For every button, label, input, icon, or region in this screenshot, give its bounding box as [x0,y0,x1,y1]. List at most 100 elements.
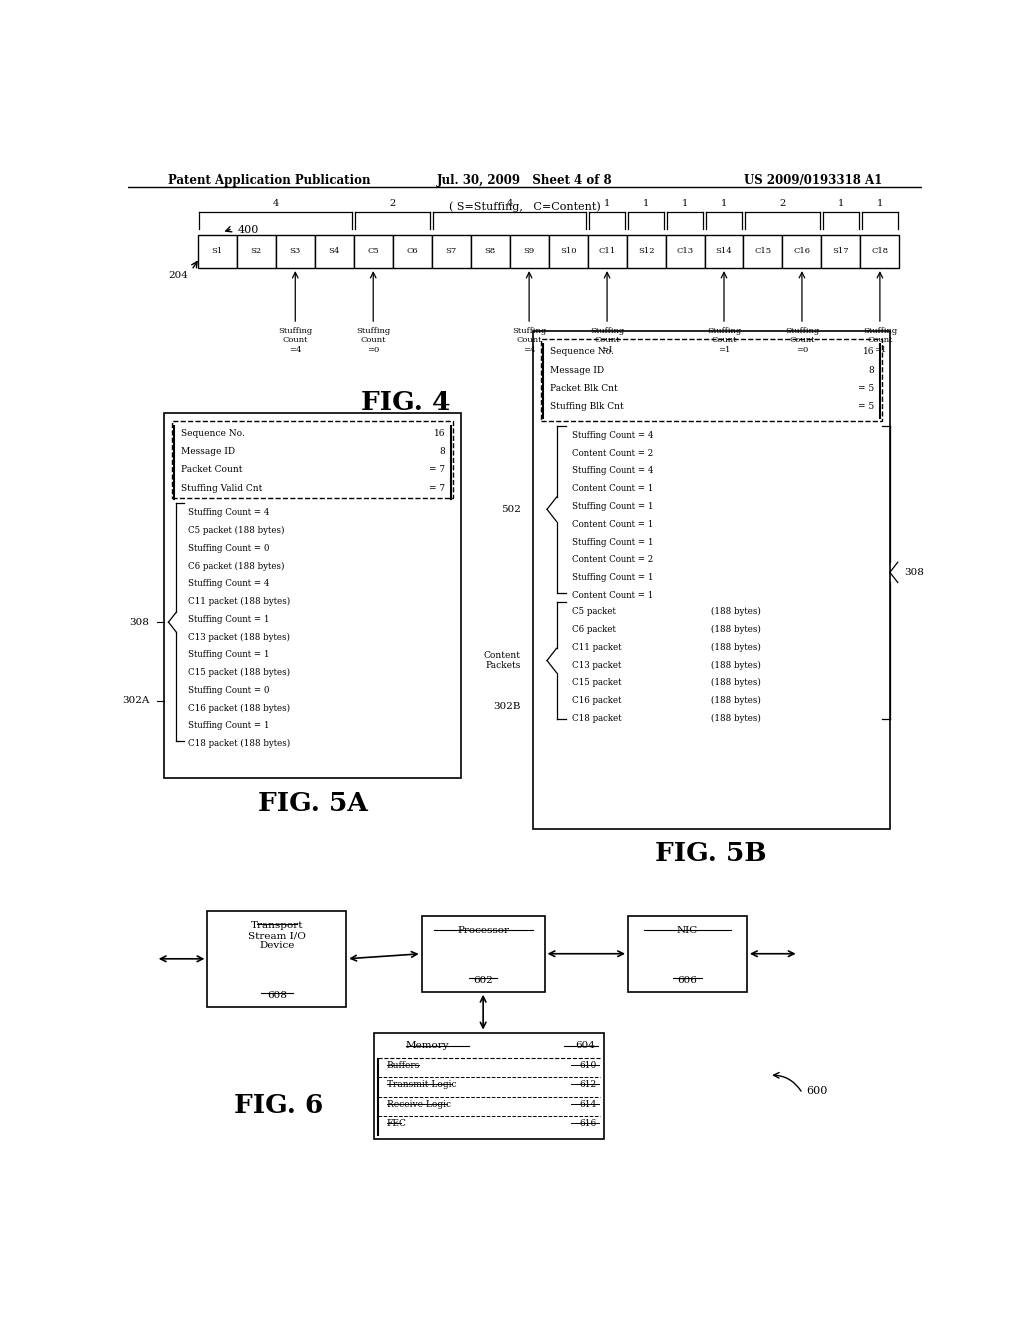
Text: C11 packet (188 bytes): C11 packet (188 bytes) [187,597,290,606]
Text: Stuffing
Count
=4: Stuffing Count =4 [279,327,312,354]
Text: = 5: = 5 [858,384,873,393]
Text: 1: 1 [604,199,610,209]
Text: 2: 2 [779,199,785,209]
Text: Packet Count: Packet Count [181,466,243,474]
Text: (188 bytes): (188 bytes) [712,624,761,634]
Text: Patent Application Publication: Patent Application Publication [168,174,371,186]
Text: S1: S1 [212,247,223,255]
Text: 614: 614 [579,1100,596,1109]
Text: ( S=Stuffing,   C=Content): ( S=Stuffing, C=Content) [449,201,601,211]
Text: (188 bytes): (188 bytes) [712,607,761,616]
Text: 400: 400 [238,226,259,235]
Text: C16: C16 [794,247,810,255]
Text: 16: 16 [862,347,873,356]
Text: Stuffing Count = 1: Stuffing Count = 1 [572,573,654,582]
Text: C18: C18 [871,247,889,255]
Text: 608: 608 [267,991,287,999]
Text: C6: C6 [407,247,418,255]
FancyBboxPatch shape [666,235,705,268]
Text: S7: S7 [445,247,457,255]
Text: C11 packet: C11 packet [572,643,622,652]
Text: S10: S10 [560,247,577,255]
Text: NIC: NIC [677,925,698,935]
Text: (188 bytes): (188 bytes) [712,696,761,705]
Text: C15: C15 [755,247,771,255]
Text: Jul. 30, 2009   Sheet 4 of 8: Jul. 30, 2009 Sheet 4 of 8 [437,174,612,186]
FancyBboxPatch shape [549,235,588,268]
Text: C13 packet (188 bytes): C13 packet (188 bytes) [187,632,290,642]
FancyBboxPatch shape [198,235,237,268]
FancyBboxPatch shape [237,235,275,268]
Text: Stuffing Count = 1: Stuffing Count = 1 [572,537,654,546]
Text: FIG. 5B: FIG. 5B [655,841,767,866]
FancyBboxPatch shape [393,235,432,268]
Text: FIG. 6: FIG. 6 [234,1093,324,1118]
Text: Transmit Logic: Transmit Logic [387,1080,457,1089]
FancyBboxPatch shape [275,235,314,268]
Text: (188 bytes): (188 bytes) [712,714,761,723]
Text: 4: 4 [272,199,279,209]
Text: C18 packet: C18 packet [572,714,622,723]
Text: C15 packet: C15 packet [572,678,622,688]
FancyBboxPatch shape [532,331,890,829]
Text: Processor: Processor [457,925,509,935]
Text: 502: 502 [501,504,521,513]
FancyBboxPatch shape [588,235,627,268]
Text: Stuffing Count = 0: Stuffing Count = 0 [187,544,269,553]
Text: Sequence No.: Sequence No. [181,429,245,438]
Text: 600: 600 [807,1086,827,1097]
Text: C5 packet (188 bytes): C5 packet (188 bytes) [187,525,284,535]
Text: Stuffing Count = 4: Stuffing Count = 4 [187,508,269,517]
Text: Stuffing Count = 4: Stuffing Count = 4 [572,430,653,440]
FancyBboxPatch shape [314,235,353,268]
Text: Message ID: Message ID [550,366,604,375]
Text: Packet Blk Cnt: Packet Blk Cnt [550,384,617,393]
FancyBboxPatch shape [164,412,461,779]
Text: C13 packet: C13 packet [572,660,622,669]
Text: 8: 8 [868,366,873,375]
Text: C15 packet (188 bytes): C15 packet (188 bytes) [187,668,290,677]
Text: 610: 610 [579,1061,596,1071]
FancyBboxPatch shape [422,916,545,991]
Text: S9: S9 [523,247,535,255]
Text: 4: 4 [507,199,513,209]
Text: Content Count = 2: Content Count = 2 [572,449,653,458]
Text: Receive Logic: Receive Logic [387,1100,451,1109]
Text: Buffers: Buffers [387,1061,420,1071]
FancyBboxPatch shape [541,339,882,421]
Text: 302A: 302A [122,696,150,705]
Text: C18 packet (188 bytes): C18 packet (188 bytes) [187,739,290,748]
Text: Stuffing
Count
=1: Stuffing Count =1 [707,327,741,354]
Text: Transport
Stream I/O
Device: Transport Stream I/O Device [248,921,306,950]
Text: Content Count = 1: Content Count = 1 [572,484,653,494]
FancyBboxPatch shape [628,916,748,991]
Text: Stuffing
Count
=4: Stuffing Count =4 [512,327,546,354]
Text: S3: S3 [290,247,301,255]
FancyBboxPatch shape [743,235,782,268]
Text: Stuffing Count = 4: Stuffing Count = 4 [572,466,653,475]
Text: = 5: = 5 [858,403,873,412]
Text: 308: 308 [904,568,924,577]
Text: Message ID: Message ID [181,447,236,455]
Text: 204: 204 [168,271,188,280]
Text: Stuffing Count = 1: Stuffing Count = 1 [572,502,654,511]
Text: Stuffing Count = 1: Stuffing Count = 1 [187,615,269,624]
Text: Stuffing
Count
=1: Stuffing Count =1 [863,327,897,354]
FancyBboxPatch shape [821,235,860,268]
Text: 1: 1 [877,199,883,209]
Text: FIG. 4: FIG. 4 [361,391,451,414]
Text: Content Count = 1: Content Count = 1 [572,520,653,529]
FancyBboxPatch shape [353,235,393,268]
Text: = 7: = 7 [429,483,445,492]
Text: 604: 604 [574,1040,595,1049]
Text: S2: S2 [251,247,262,255]
Text: Stuffing Count = 1: Stuffing Count = 1 [187,651,269,659]
FancyBboxPatch shape [374,1032,604,1139]
Text: Stuffing Valid Cnt: Stuffing Valid Cnt [181,483,262,492]
FancyBboxPatch shape [207,911,346,1007]
Text: Content
Packets: Content Packets [483,651,521,671]
Text: S12: S12 [638,247,654,255]
Text: 1: 1 [838,199,844,209]
Text: Stuffing Blk Cnt: Stuffing Blk Cnt [550,403,624,412]
Text: 1: 1 [682,199,688,209]
